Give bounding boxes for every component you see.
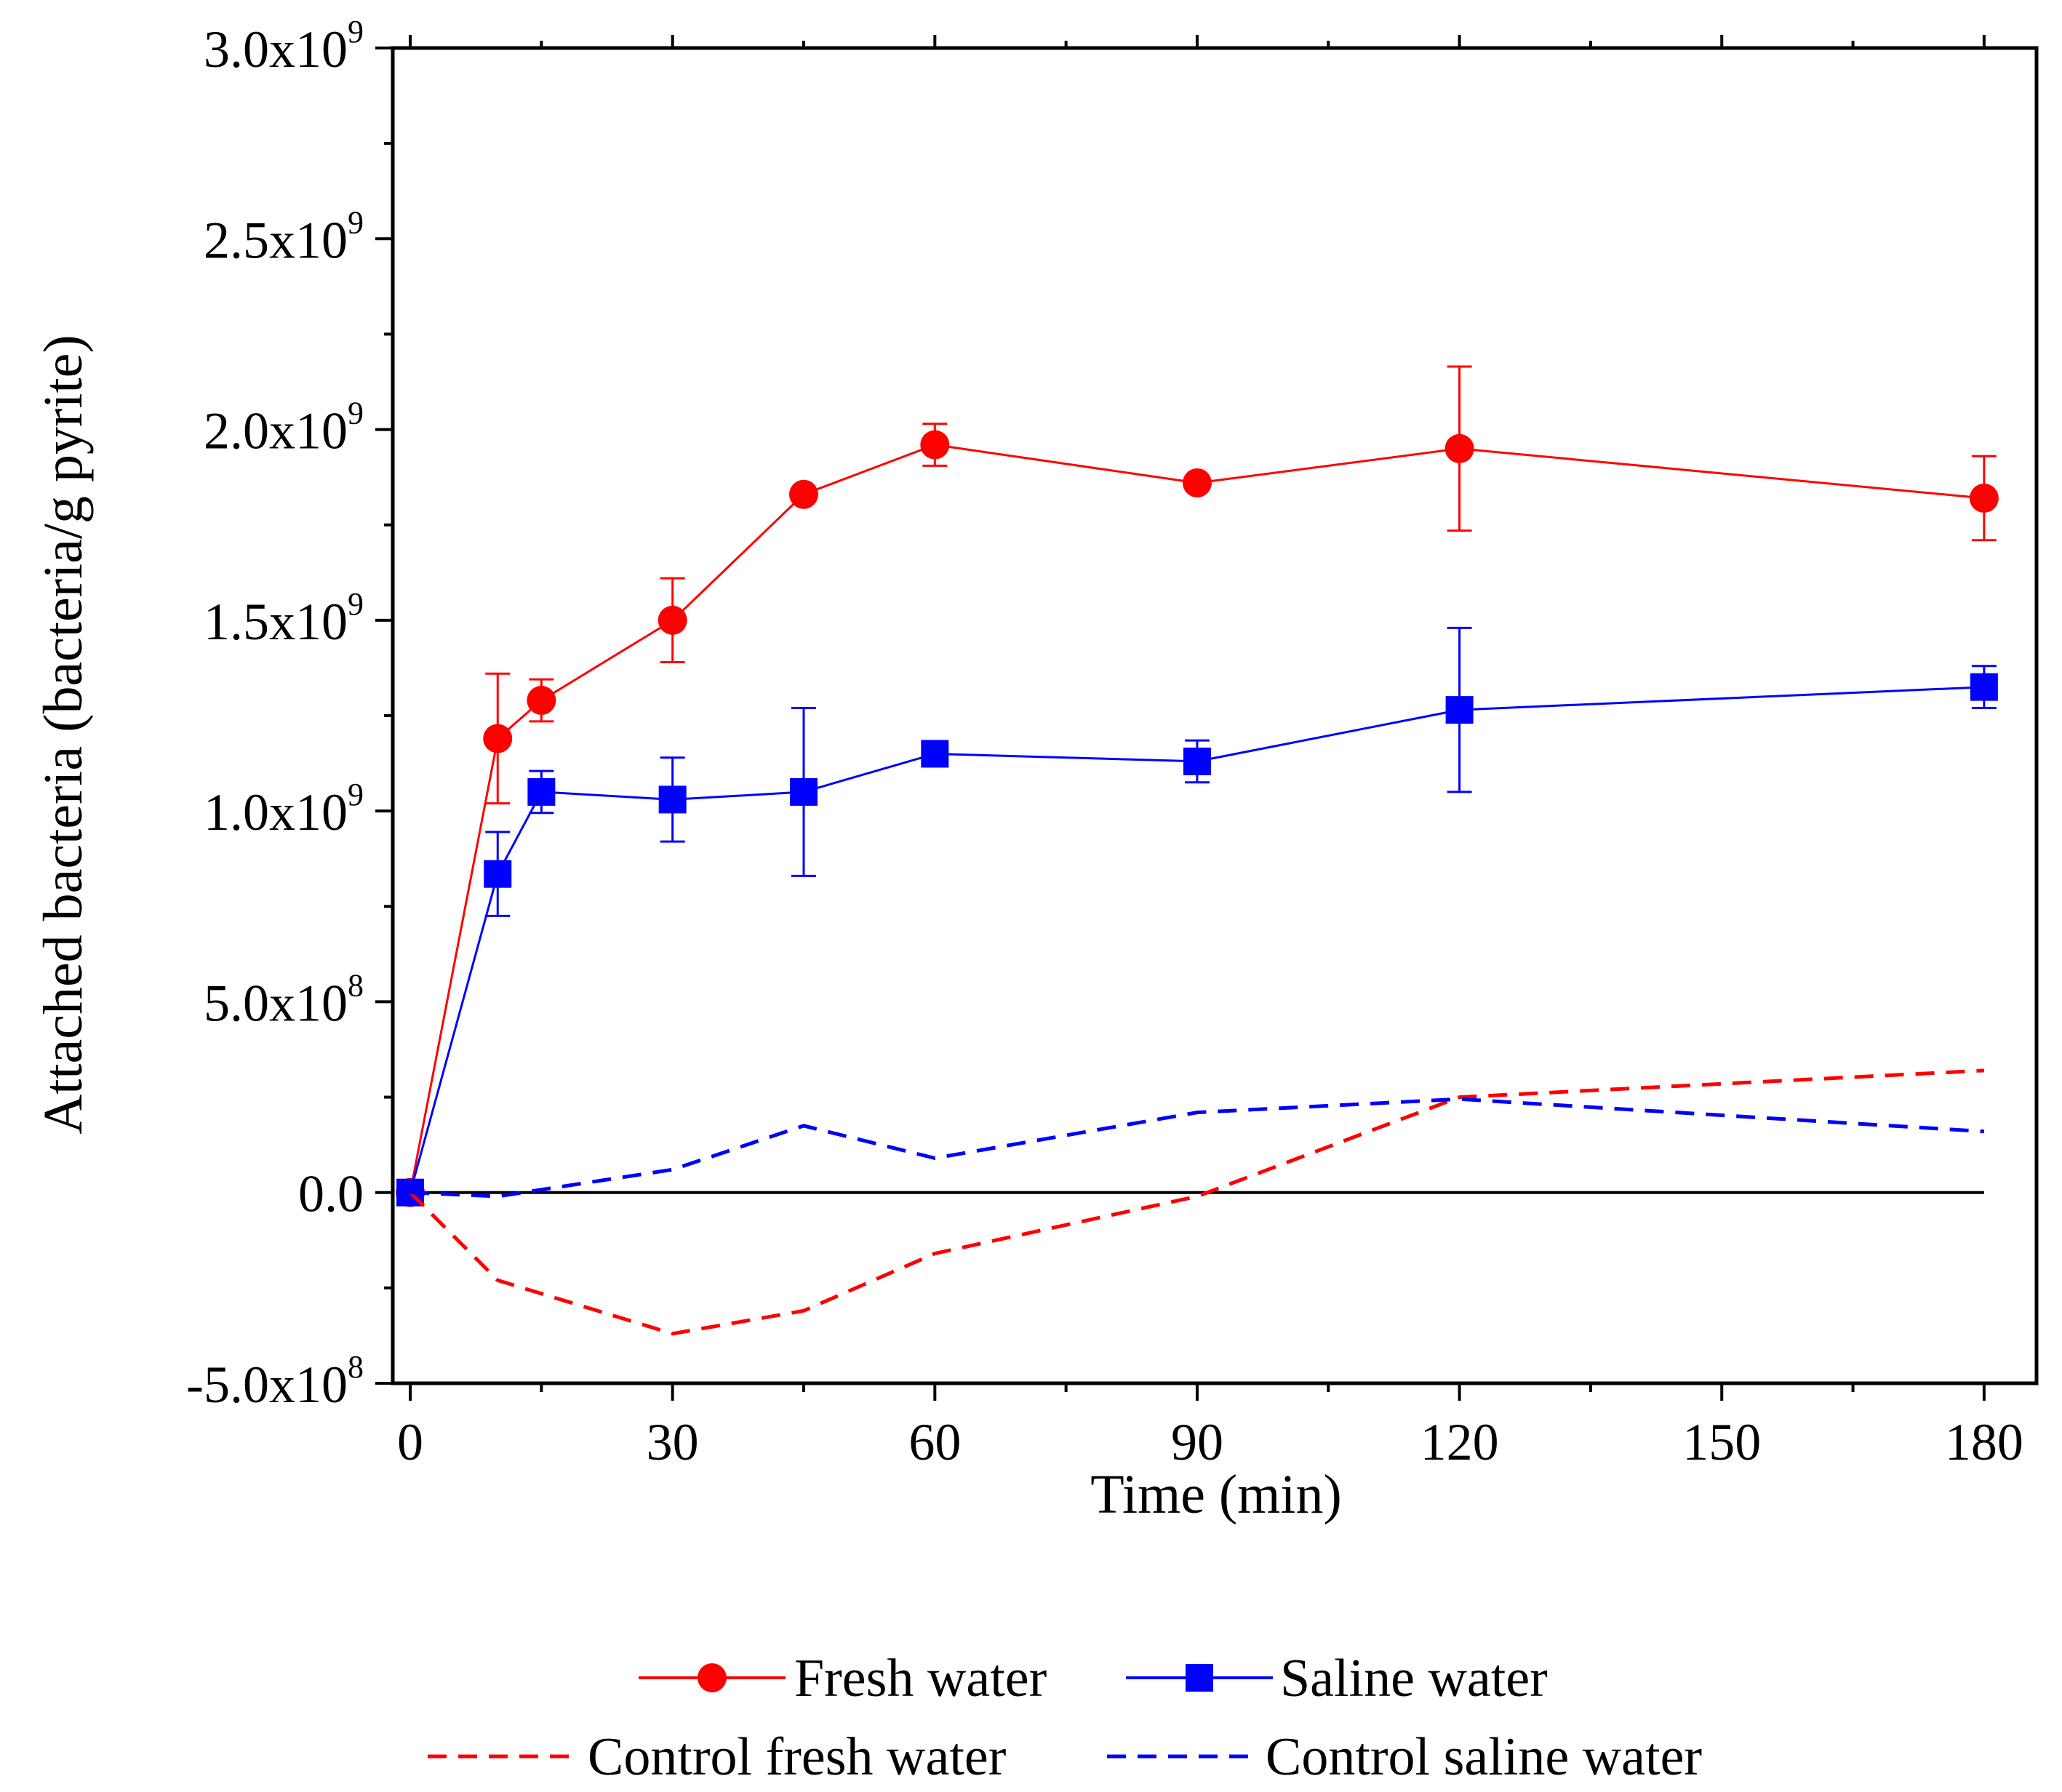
legend-item-fresh-water: Fresh water xyxy=(639,1649,1047,1708)
legend-item-control-fresh-water: Control fresh water xyxy=(428,1727,1006,1787)
legend-label-saline-water: Saline water xyxy=(1280,1649,1548,1708)
x-tick-label: 120 xyxy=(1420,1413,1499,1471)
data-point xyxy=(1444,433,1474,463)
y-tick-label: 2.0x109 xyxy=(204,396,364,460)
data-point xyxy=(484,860,512,888)
data-point xyxy=(1182,468,1212,498)
x-tick-label: 180 xyxy=(1945,1413,2023,1471)
legend: Fresh water Saline water Control fresh w… xyxy=(428,1649,1702,1787)
data-point xyxy=(1969,483,1999,513)
data-point xyxy=(483,724,513,753)
y-tick-label: 0.0 xyxy=(298,1165,364,1223)
legend-item-saline-water: Saline water xyxy=(1126,1649,1548,1708)
y-tick-label: 1.5x109 xyxy=(204,586,364,651)
series-control-fresh-water xyxy=(409,1068,1985,1336)
data-point xyxy=(1970,673,1998,701)
y-tick-label: 1.0x109 xyxy=(204,777,364,841)
x-tick-label: 30 xyxy=(647,1413,699,1471)
y-axis-title: Attached bacteria (bacteria/g pyrite) xyxy=(33,335,94,1134)
legend-label-fresh-water: Fresh water xyxy=(794,1649,1047,1708)
series-line xyxy=(409,1097,1985,1199)
y-tick-label: -5.0x108 xyxy=(186,1349,364,1414)
data-point xyxy=(921,740,949,768)
series-line xyxy=(409,1068,1985,1336)
legend-item-control-saline-water: Control saline water xyxy=(1107,1727,1702,1787)
legend-label-control-fresh-water: Control fresh water xyxy=(588,1727,1006,1787)
x-tick-label: 150 xyxy=(1682,1413,1761,1471)
data-point xyxy=(658,785,687,814)
data-point xyxy=(790,777,818,806)
data-point xyxy=(527,686,556,716)
x-axis-ticks: 0 30 60 90 120 150 180 xyxy=(397,35,2023,1471)
legend-marker-saline-water xyxy=(1186,1664,1213,1692)
series-fresh-water xyxy=(396,365,1999,1207)
series-layer xyxy=(396,365,1999,1336)
y-axis-ticks: 3.0x109 2.5x109 2.0x109 1.5x109 1.0x109 5.0x1… xyxy=(186,14,393,1414)
data-point xyxy=(658,605,687,635)
legend-label-control-saline-water: Control saline water xyxy=(1266,1727,1702,1787)
x-tick-label: 90 xyxy=(1171,1413,1223,1471)
data-point xyxy=(1183,747,1211,775)
x-tick-label: 0 xyxy=(397,1413,423,1471)
legend-marker-fresh-water xyxy=(698,1663,727,1692)
y-tick-label: 5.0x108 xyxy=(204,967,364,1032)
series-control-saline-water xyxy=(409,1097,1985,1199)
x-axis-title: Time (min) xyxy=(1090,1464,1342,1525)
data-point xyxy=(527,777,556,806)
y-tick-label: 3.0x109 xyxy=(204,14,364,79)
data-point xyxy=(920,430,950,460)
x-tick-label: 60 xyxy=(908,1413,961,1471)
y-tick-label: 2.5x109 xyxy=(204,204,364,269)
data-point xyxy=(789,479,818,509)
data-point xyxy=(1445,696,1474,724)
